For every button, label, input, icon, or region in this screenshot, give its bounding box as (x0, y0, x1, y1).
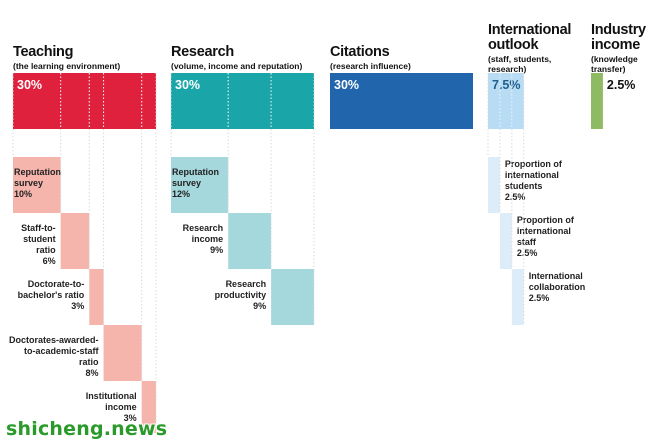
pillar-title-research: Research (171, 44, 234, 60)
pillar-bar-industry-income (591, 73, 603, 129)
pillar-title-citations: Citations (330, 44, 390, 60)
watermark-text: shicheng.news (6, 418, 168, 440)
component-label-international-outlook-3: International collaboration 2.5% (529, 271, 586, 303)
component-block-research-3 (271, 269, 314, 325)
pillar-title-international-outlook: International outlook (488, 22, 571, 53)
pillar-subtitle-industry-income: (knowledge transfer) (591, 54, 638, 74)
pillar-value-industry-income: 2.5% (607, 78, 636, 92)
pillar-bar-teaching (13, 73, 156, 129)
pillar-subtitle-research: (volume, income and reputation) (171, 61, 302, 71)
component-block-teaching-3 (89, 269, 104, 325)
component-block-research-1 (171, 157, 229, 213)
component-label-international-outlook-2: Proportion of international staff 2.5% (517, 215, 575, 258)
component-block-teaching-5 (141, 381, 156, 433)
pillar-bar-research (171, 73, 314, 129)
component-block-international-outlook-2 (499, 213, 512, 269)
component-block-international-outlook-3 (511, 269, 524, 325)
component-label-teaching-1: Reputation survey 10% (14, 167, 61, 199)
pillar-bar-citations (330, 73, 473, 129)
pillar-subtitle-international-outlook: (staff, students, research) (488, 54, 551, 74)
component-label-teaching-4: Doctorates-awarded-to-academic-staff rati… (9, 335, 100, 378)
component-block-teaching-4 (103, 325, 142, 381)
component-label-international-outlook-1: Proportion of international students 2.5% (505, 159, 563, 202)
component-label-teaching-5: Institutional income 3% (86, 391, 137, 423)
component-label-teaching-2: Staff-to-student ratio 6% (21, 223, 56, 266)
pillar-value-research: 30% (175, 78, 200, 92)
component-block-teaching-2 (60, 213, 90, 269)
pillar-bar-international-outlook (488, 73, 524, 129)
pillar-subtitle-citations: (research influence) (330, 61, 411, 71)
component-block-international-outlook-1 (488, 157, 500, 213)
component-label-teaching-3: Doctorate-to-bachelor's ratio 3% (18, 279, 85, 311)
component-label-research-2: Research income 9% (183, 223, 224, 255)
component-label-research-3: Research productivity 9% (215, 279, 267, 311)
component-block-teaching-1 (13, 157, 61, 213)
component-block-research-2 (228, 213, 272, 269)
component-label-research-1: Reputation survey 12% (172, 167, 219, 199)
pillar-value-citations: 30% (334, 78, 359, 92)
pillar-value-international-outlook: 7.5% (492, 78, 521, 92)
pillar-title-teaching: Teaching (13, 44, 73, 60)
pillar-title-industry-income: Industry income (591, 22, 646, 53)
pillar-value-teaching: 30% (17, 78, 42, 92)
pillar-subtitle-teaching: (the learning environment) (13, 61, 120, 71)
